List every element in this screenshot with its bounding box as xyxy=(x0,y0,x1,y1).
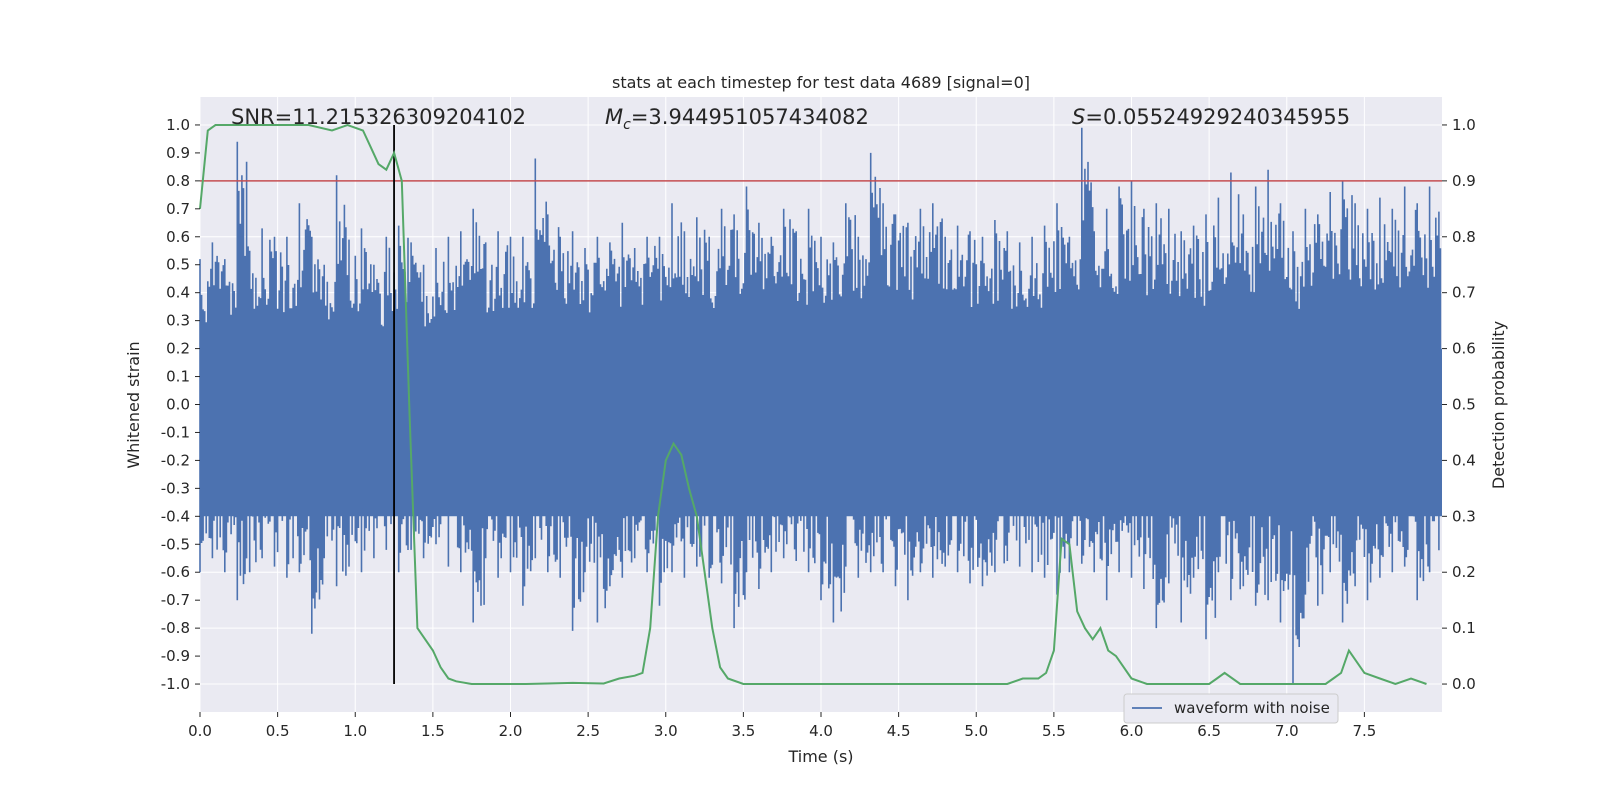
overlay-lines xyxy=(200,124,1442,685)
y-tick-label: 0.9 xyxy=(166,144,190,162)
y-tick-label: -0.8 xyxy=(161,619,190,637)
y-tick-label: 0.0 xyxy=(166,396,190,414)
x-tick-label: 0.5 xyxy=(266,722,290,740)
probability-line xyxy=(199,123,1427,686)
legend-label: waveform with noise xyxy=(1174,699,1330,717)
x-tick-label: 1.5 xyxy=(421,722,445,740)
x-axis-label: Time (s) xyxy=(787,747,853,766)
y2-tick-label: 0.2 xyxy=(1452,563,1476,581)
y2-tick-label: 0.3 xyxy=(1452,507,1476,525)
y-tick-label: 0.1 xyxy=(166,368,190,386)
snr-annotation: SNR=11.215326309204102 xyxy=(231,105,526,129)
y2-tick-label: 1.0 xyxy=(1452,116,1476,134)
legend: waveform with noise xyxy=(1123,693,1339,724)
x-tick-label: 4.0 xyxy=(809,722,833,740)
y-tick-label: 0.3 xyxy=(166,312,190,330)
y-tick-label: 0.4 xyxy=(166,284,190,302)
chart-title: stats at each timestep for test data 468… xyxy=(612,73,1030,92)
y-tick-label: 0.2 xyxy=(166,340,190,358)
y-tick-label: 0.6 xyxy=(166,228,190,246)
y-tick-label: -0.1 xyxy=(161,423,190,441)
probability-series xyxy=(199,123,1427,686)
y-tick-label: -0.9 xyxy=(161,647,190,665)
y2-tick-label: 0.6 xyxy=(1452,340,1476,358)
x-tick-label: 6.5 xyxy=(1197,722,1221,740)
s-value: =0.05524929240345955 xyxy=(1085,105,1350,129)
y2-tick-label: 0.9 xyxy=(1452,172,1476,190)
y-tick-label: -0.4 xyxy=(161,507,190,525)
y2-tick-label: 0.4 xyxy=(1452,451,1476,469)
y2-axis-label: Detection probability xyxy=(1489,321,1508,489)
x-tick-label: 0.0 xyxy=(188,722,212,740)
tick-labels: 0.0 0.5 1.0 1.5 2.0 2.5 3.0 3.5 4.0 4.5 5.0 5.5 6.0 6… xyxy=(161,116,1476,740)
x-tick-label: 1.0 xyxy=(343,722,367,740)
y-axis-label: Whitened strain xyxy=(124,341,143,468)
y-tick-label: -1.0 xyxy=(161,675,190,693)
x-tick-label: 7.0 xyxy=(1275,722,1299,740)
mc-annotation: Mc=3.944951057434082 xyxy=(605,105,869,133)
y-tick-label: -0.5 xyxy=(161,535,190,553)
y-tick-label: -0.2 xyxy=(161,451,190,469)
y2-tick-label: 0.1 xyxy=(1452,619,1476,637)
x-tick-label: 5.5 xyxy=(1042,722,1066,740)
y2-tick-label: 0.5 xyxy=(1452,396,1476,414)
y-tick-label: -0.3 xyxy=(161,479,190,497)
mc-value: =3.944951057434082 xyxy=(631,105,869,129)
mc-subscript: c xyxy=(623,117,631,133)
x-tick-label: 2.0 xyxy=(499,722,523,740)
x-tick-label: 3.5 xyxy=(731,722,755,740)
x-tick-label: 7.5 xyxy=(1352,722,1376,740)
y-tick-label: 0.8 xyxy=(166,172,190,190)
s-symbol: S xyxy=(1072,105,1085,129)
y-tick-label: 0.7 xyxy=(166,200,190,218)
y-tick-label: 1.0 xyxy=(166,116,190,134)
x-tick-label: 5.0 xyxy=(964,722,988,740)
y-tick-label: -0.7 xyxy=(161,591,190,609)
y-tick-label: 0.5 xyxy=(166,256,190,274)
y-tick-label: -0.6 xyxy=(161,563,190,581)
x-tick-label: 6.0 xyxy=(1120,722,1144,740)
x-tick-label: 4.5 xyxy=(887,722,911,740)
s-annotation: S=0.05524929240345955 xyxy=(1072,105,1350,129)
legend-box xyxy=(1123,693,1339,724)
y2-tick-label: 0.0 xyxy=(1452,675,1476,693)
waveform-series xyxy=(199,127,1442,684)
x-tick-label: 2.5 xyxy=(576,722,600,740)
y2-tick-label: 0.8 xyxy=(1452,228,1476,246)
mc-symbol: M xyxy=(605,105,623,129)
y2-tick-label: 0.7 xyxy=(1452,284,1476,302)
waveform-trace xyxy=(199,127,1442,684)
x-tick-label: 3.0 xyxy=(654,722,678,740)
